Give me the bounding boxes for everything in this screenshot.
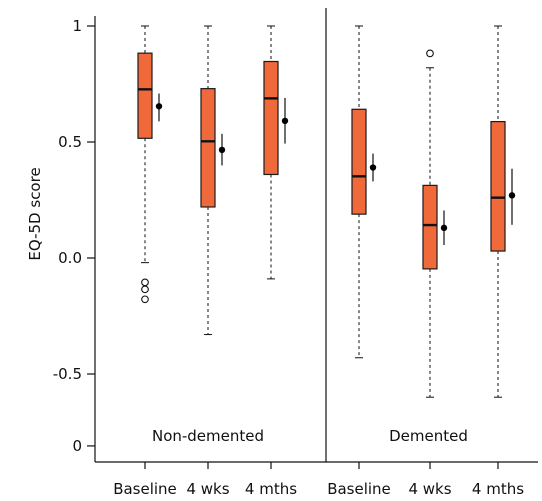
outlier-point (141, 295, 149, 304)
group-labels: Non-demented Demented (152, 427, 468, 445)
mean-point (440, 224, 448, 232)
box-iqr (200, 88, 216, 208)
x-tick-label: 4 wks (408, 480, 451, 498)
mean-point (508, 192, 516, 199)
box-0 (137, 25, 163, 304)
y-tick-label: 1 (72, 17, 82, 35)
box-iqr (263, 60, 279, 176)
box-1 (200, 25, 226, 336)
x-tick-label: Baseline (113, 480, 177, 498)
outlier-point (141, 285, 149, 294)
outlier-point (426, 49, 434, 58)
mean-point (155, 103, 163, 110)
mean-point (369, 164, 377, 171)
box-2 (263, 25, 289, 280)
mean-point (218, 146, 226, 154)
group-label: Non-demented (152, 427, 264, 445)
x-tick-label: 4 mths (472, 480, 524, 498)
box-5 (490, 25, 516, 398)
box-3 (351, 25, 377, 359)
axes (94, 8, 538, 463)
outlier-point (141, 278, 149, 287)
box-iqr (490, 120, 506, 252)
box-iqr (351, 108, 367, 215)
x-tick-label: 4 mths (245, 480, 297, 498)
boxes (137, 25, 516, 398)
mean-point (281, 117, 289, 125)
box-4 (422, 49, 448, 398)
x-tick-label: 4 wks (186, 480, 229, 498)
y-tick-label: 0 (72, 437, 82, 455)
group-label: Demented (389, 427, 468, 445)
y-tick-label: 0.5 (58, 133, 82, 151)
x-ticks: Baseline 4 wks 4 mths Baseline 4 wks 4 mths (113, 462, 524, 498)
y-axis-label: EQ-5D score (26, 167, 44, 260)
y-ticks: 1 0.5 0.0 -0.5 0 (53, 17, 95, 455)
y-tick-label: 0.0 (58, 249, 82, 267)
x-tick-label: Baseline (327, 480, 391, 498)
box-iqr (137, 52, 153, 139)
y-tick-label: -0.5 (53, 365, 82, 383)
box-iqr (422, 184, 438, 270)
